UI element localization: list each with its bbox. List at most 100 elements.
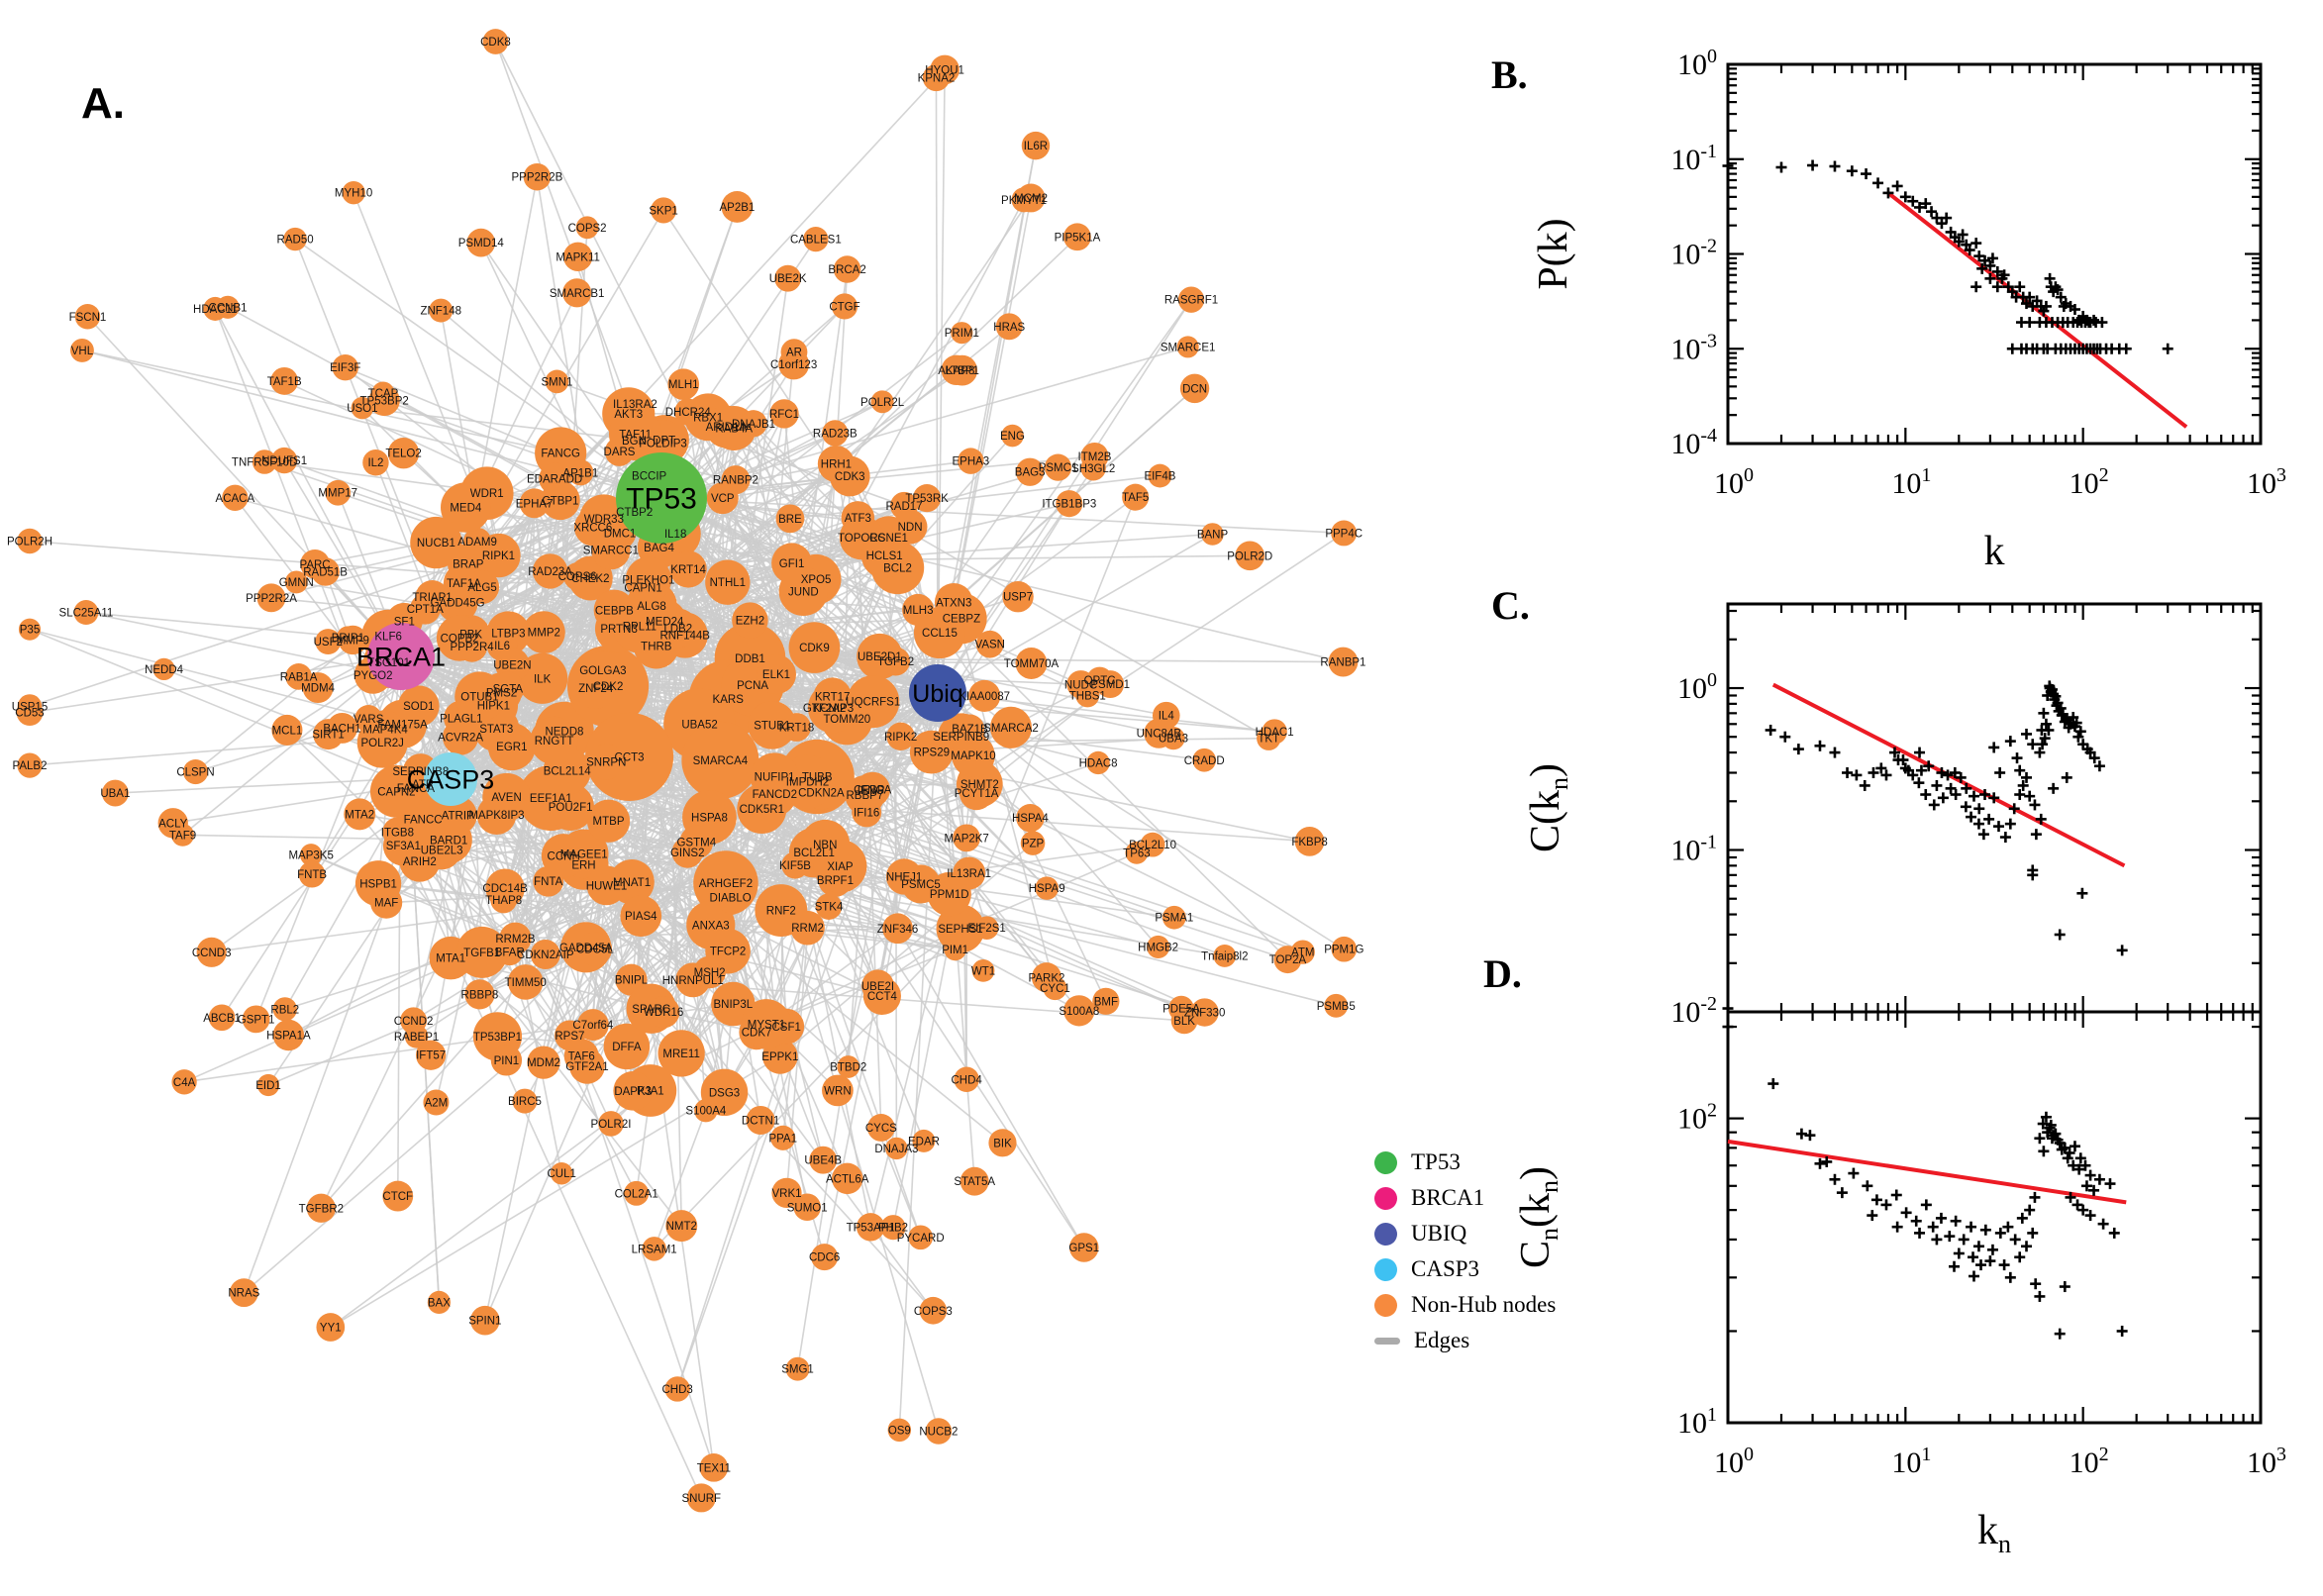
non-hub-node (487, 723, 536, 771)
gene-label: CD53 (15, 708, 44, 720)
gene-label: IFT57 (416, 1050, 446, 1062)
gene-label: CCNB1 (209, 302, 248, 314)
svg-text:10-1: 10-1 (1670, 141, 1717, 176)
non-hub-node (325, 479, 352, 506)
gene-label: UBE2I (861, 981, 894, 993)
gene-label: USF2 (314, 637, 343, 648)
scatter-points-D (1722, 1021, 2128, 1340)
gene-label: RRM2 (791, 923, 824, 935)
gene-label: SMARCC1 (583, 546, 639, 557)
non-hub-node (271, 714, 303, 746)
gene-label: GTF2A1 (565, 1061, 608, 1073)
gene-label: GFI1 (779, 558, 805, 570)
non-hub-node (642, 1237, 666, 1261)
fit-line-B (1886, 191, 2188, 429)
gene-label: IL4 (1159, 711, 1175, 723)
non-hub-node (387, 438, 420, 469)
tp53-swatch-icon (1374, 1150, 1397, 1174)
gene-label: RPS29 (914, 748, 950, 759)
gene-label: MAF (374, 898, 398, 910)
gene-label: CDK3 (835, 471, 865, 483)
non-hub-node (813, 839, 867, 893)
non-hub-node (1235, 541, 1265, 571)
gene-label: WRN (824, 1085, 851, 1097)
gene-label: TOPORS (838, 533, 886, 545)
gene-label: HUWE1 (586, 880, 628, 892)
non-hub-node (410, 516, 462, 569)
gene-label: HCLS1 (866, 550, 903, 562)
gene-label: HDAC1 (1256, 727, 1294, 739)
non-hub-node (591, 531, 631, 570)
gene-label: AP2B1 (720, 202, 756, 214)
gene-label: MTA2 (345, 809, 374, 821)
gene-label: KRT14 (670, 564, 706, 576)
gene-label: TP53RK (905, 493, 949, 505)
gene-label: SLC25A11 (59, 608, 114, 620)
svg-text:10-1: 10-1 (1670, 832, 1717, 867)
svg-text:k: k (1984, 529, 2005, 574)
gene-label: ZNF24 (578, 683, 614, 695)
gene-label: WDR16 (644, 1007, 683, 1019)
gene-label: BRPF1 (817, 875, 854, 887)
non-hub-node (862, 976, 901, 1015)
gene-label: POU2F1 (549, 802, 593, 814)
gene-label: DARS (604, 447, 636, 458)
non-hub-node (382, 1180, 414, 1212)
gene-label: TOMM20 (823, 714, 870, 726)
gene-label: BMF (1094, 996, 1118, 1008)
gene-label: KIF5B (779, 860, 811, 872)
non-hub-node (681, 721, 759, 799)
gene-label: CTBP1 (542, 495, 578, 507)
gene-label: TCAP (368, 388, 399, 400)
non-hub-node (490, 1045, 523, 1076)
gene-label: CAPN2 (377, 786, 415, 798)
non-hub-node (675, 962, 711, 998)
hub-node-ubiq (909, 664, 966, 722)
gene-label: COPS3 (914, 1306, 953, 1318)
gene-label: ATR (412, 779, 434, 791)
non-hub-node (1092, 987, 1120, 1015)
gene-label: PHB2 (878, 1223, 908, 1235)
gene-label: CLSPN (176, 767, 214, 779)
gene-label: ACTL6A (826, 1173, 869, 1185)
gene-label: MED4 (450, 502, 482, 514)
non-hub-node (832, 1162, 863, 1195)
gene-label: NDUFS1 (261, 455, 307, 467)
non-hub-node (485, 868, 525, 908)
non-hub-node (1016, 804, 1045, 833)
non-hub-node (774, 264, 802, 292)
non-hub-node (1043, 976, 1067, 1001)
non-hub-node (1015, 457, 1045, 486)
gene-label: HRH1 (821, 459, 852, 471)
non-hub-node (811, 1244, 839, 1271)
non-hub-node (229, 1278, 258, 1308)
gene-label: MED24 (646, 616, 684, 628)
non-hub-node (951, 322, 973, 345)
non-hub-node (1147, 935, 1170, 958)
gene-label: HIPK1 (477, 700, 510, 712)
gene-label: OS9 (888, 1425, 911, 1437)
non-hub-node (1001, 424, 1024, 448)
gene-label: UBE2L3 (421, 845, 463, 856)
gene-label: TAF6 (568, 1051, 595, 1063)
non-hub-node (1179, 373, 1210, 404)
gene-label: PPM1D (930, 889, 969, 901)
gene-label: IL18 (664, 529, 686, 541)
gene-label: CDKN2A (798, 787, 845, 799)
non-hub-node (706, 482, 739, 515)
gene-label: SNURF (681, 1493, 721, 1505)
gene-label: EZH2 (736, 616, 764, 628)
gene-label: PPP2R2B (512, 172, 563, 184)
gene-label: XRCC6 (573, 523, 612, 535)
non-hub-node (930, 54, 960, 85)
non-hub-node (732, 602, 768, 639)
gene-label: BANP (1197, 529, 1229, 541)
non-hub-node (270, 366, 299, 395)
non-hub-node (960, 1166, 989, 1196)
brca1-swatch-icon (1374, 1186, 1397, 1210)
plot-panel-D: 102 101 100 101 102 103 Cn(kn) kn (1513, 1010, 2286, 1558)
non-hub-node (988, 1129, 1017, 1157)
gene-label: BAX (428, 1297, 451, 1309)
non-hub-node (256, 583, 286, 613)
gene-label: FAM175A (377, 719, 428, 731)
